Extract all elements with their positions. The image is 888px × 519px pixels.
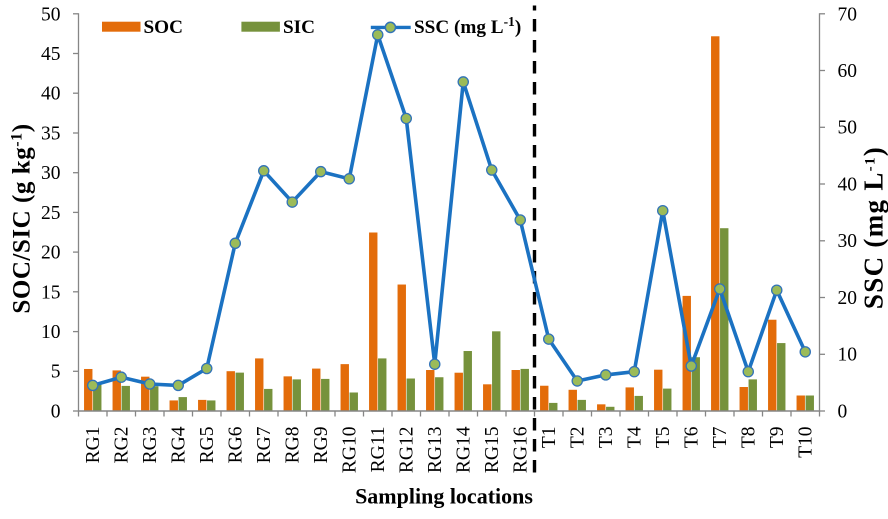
svg-text:RG4: RG4 [169, 426, 190, 463]
svg-text:45: 45 [41, 44, 61, 65]
svg-text:50: 50 [838, 118, 858, 139]
svg-text:T2: T2 [568, 427, 589, 449]
svg-text:RG16: RG16 [511, 426, 532, 473]
svg-text:RG8: RG8 [283, 427, 304, 464]
svg-text:20: 20 [838, 288, 858, 309]
svg-text:70: 70 [838, 4, 858, 25]
svg-text:40: 40 [838, 175, 858, 196]
svg-text:T6: T6 [682, 426, 703, 448]
svg-text:RG11: RG11 [368, 427, 389, 473]
svg-text:RG3: RG3 [140, 427, 161, 464]
svg-text:10: 10 [41, 322, 61, 343]
svg-text:40: 40 [41, 84, 61, 105]
svg-text:RG15: RG15 [482, 427, 503, 474]
svg-text:25: 25 [41, 203, 61, 224]
svg-text:T8: T8 [739, 427, 760, 449]
svg-text:RG1: RG1 [83, 427, 104, 464]
svg-text:SOC/SIC (g kg-1): SOC/SIC (g kg-1) [8, 123, 36, 313]
svg-text:0: 0 [51, 401, 61, 422]
svg-text:SOC: SOC [144, 17, 183, 38]
svg-text:RG10: RG10 [340, 427, 361, 474]
svg-text:T7: T7 [710, 426, 731, 448]
svg-text:5: 5 [51, 362, 61, 383]
svg-text:0: 0 [838, 401, 848, 422]
svg-text:T9: T9 [767, 427, 788, 449]
svg-text:10: 10 [838, 345, 858, 366]
svg-text:30: 30 [838, 231, 858, 252]
svg-text:T3: T3 [596, 427, 617, 449]
svg-text:50: 50 [41, 4, 61, 25]
svg-text:SIC: SIC [283, 17, 315, 38]
svg-text:T4: T4 [625, 426, 646, 448]
svg-text:15: 15 [41, 282, 61, 303]
svg-text:RG5: RG5 [197, 427, 218, 464]
svg-text:RG13: RG13 [425, 427, 446, 474]
svg-text:T1: T1 [539, 427, 560, 449]
svg-text:T10: T10 [796, 427, 817, 458]
svg-text:35: 35 [41, 123, 61, 144]
svg-text:T5: T5 [653, 427, 674, 449]
svg-text:RG12: RG12 [397, 427, 418, 474]
svg-text:RG9: RG9 [311, 427, 332, 464]
svg-text:RG2: RG2 [112, 427, 133, 464]
svg-text:30: 30 [41, 163, 61, 184]
svg-text:20: 20 [41, 243, 61, 264]
svg-text:Sampling locations: Sampling locations [355, 484, 533, 509]
svg-text:RG14: RG14 [454, 426, 475, 473]
svg-text:RG7: RG7 [254, 426, 275, 463]
svg-text:60: 60 [838, 61, 858, 82]
svg-text:RG6: RG6 [226, 426, 247, 463]
